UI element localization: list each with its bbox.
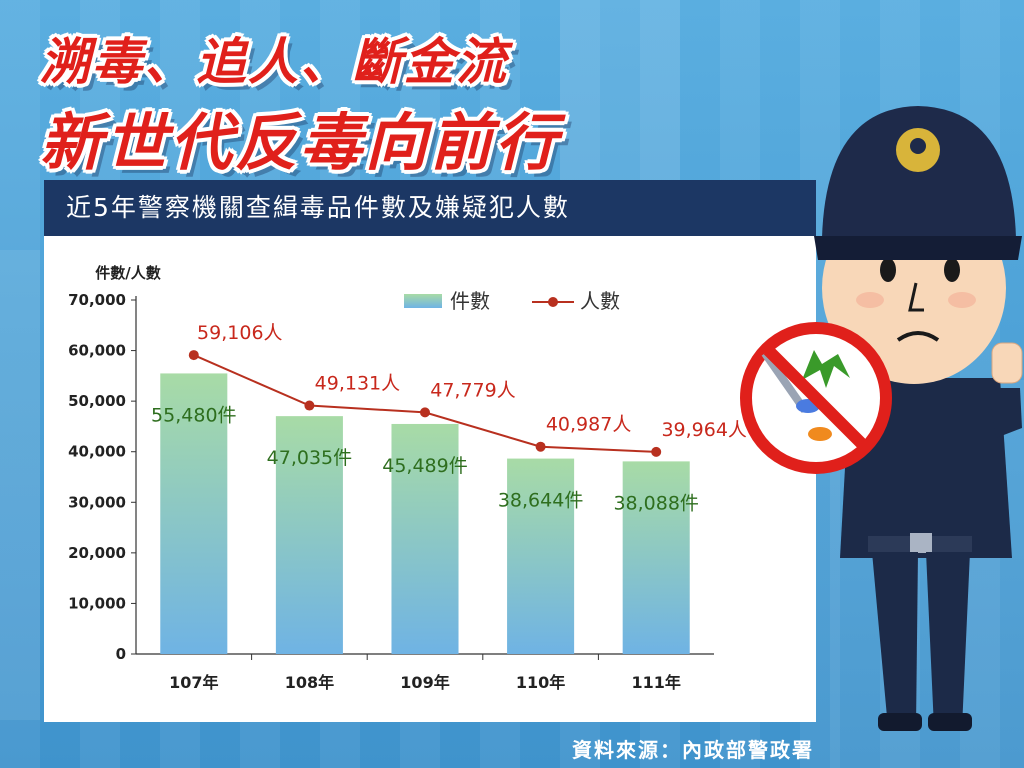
line-data-label: 47,779人 xyxy=(430,379,515,401)
data-labels: 55,480件 47,035件 45,489件 38,644件 38,088件 59,10… xyxy=(151,322,747,514)
line-data-label: 40,987人 xyxy=(546,414,631,436)
chart-panel: 件數/人數 0 10,000 20,000 30,000 40,000 50,000 60,0… xyxy=(44,236,816,722)
legend-label-bar: 件數 xyxy=(450,289,490,313)
line-series xyxy=(188,350,662,457)
syringe-icon xyxy=(761,351,809,413)
right-leg xyxy=(926,552,970,728)
bar xyxy=(391,423,459,654)
right-shoe xyxy=(928,713,972,731)
y-tick-label: 10,000 xyxy=(68,594,126,612)
bar xyxy=(275,416,343,654)
y-tick-label: 60,000 xyxy=(68,342,126,360)
x-tick-label: 110年 xyxy=(516,673,565,692)
cannabis-leaf-icon xyxy=(802,350,850,388)
nose xyxy=(908,282,924,312)
bar xyxy=(622,461,690,654)
legend-swatch-bar xyxy=(404,294,442,308)
legend-swatch-dot xyxy=(548,297,558,307)
bg-building xyxy=(560,0,680,180)
bar-series xyxy=(160,373,690,654)
bar-data-label: 38,088件 xyxy=(613,492,698,514)
line-point xyxy=(651,446,662,457)
headline-line2: 新世代反毒向前行 xyxy=(40,106,561,179)
x-tick-label: 107年 xyxy=(169,673,218,692)
line-data-label: 49,131人 xyxy=(315,373,400,395)
cheek xyxy=(948,292,976,308)
left-leg xyxy=(872,552,918,728)
line-point xyxy=(420,407,430,418)
bg-building xyxy=(0,250,40,720)
line-data-label: 39,964人 xyxy=(661,419,746,441)
line-data-label: 59,106人 xyxy=(197,322,282,344)
left-shoe xyxy=(878,713,922,731)
police-cap xyxy=(822,106,1016,238)
bar xyxy=(507,458,575,654)
data-source: 資料來源：內政部警政署 xyxy=(572,738,814,762)
line-point xyxy=(304,400,315,411)
chart-title: 近5年警察機關查緝毒品件數及嫌疑犯人數 xyxy=(44,180,816,236)
left-eye xyxy=(880,258,896,282)
chart-legend: 件數 人數 xyxy=(404,289,620,313)
y-tick-label: 0 xyxy=(116,645,126,663)
headline-line1: 溯毒、追人、斷金流 xyxy=(40,33,508,91)
pill-icon xyxy=(808,427,832,441)
line-point xyxy=(188,350,199,361)
right-eye xyxy=(944,258,960,282)
cheek xyxy=(856,292,884,308)
prohibition-slash xyxy=(763,345,869,451)
y-tick-label: 70,000 xyxy=(68,291,126,309)
x-tick-label: 111年 xyxy=(631,673,680,692)
police-officer-icon xyxy=(740,106,1023,731)
line-point xyxy=(535,441,546,452)
cap-visor xyxy=(814,236,1022,260)
bar xyxy=(160,373,228,654)
x-tick-label: 109年 xyxy=(400,673,449,692)
legend-label-line: 人數 xyxy=(580,289,620,313)
bar-data-label: 45,489件 xyxy=(382,455,467,477)
y-tick-label: 20,000 xyxy=(68,544,126,562)
right-arm xyxy=(988,388,1022,438)
right-fist xyxy=(991,342,1023,384)
y-tick-label: 40,000 xyxy=(68,443,126,461)
y-tick-label: 50,000 xyxy=(68,392,126,410)
x-tick-label: 108年 xyxy=(285,673,334,692)
cap-badge-center xyxy=(910,138,926,154)
bar-data-label: 47,035件 xyxy=(267,447,352,469)
bar-data-label: 55,480件 xyxy=(151,404,236,426)
belt-buckle xyxy=(910,533,932,553)
frown-mouth xyxy=(896,331,940,342)
bar-line-chart: 件數/人數 0 10,000 20,000 30,000 40,000 50,000 60,0… xyxy=(68,264,747,692)
y-axis-label: 件數/人數 xyxy=(95,264,160,282)
y-tick-label: 30,000 xyxy=(68,493,126,511)
bar-data-label: 38,644件 xyxy=(498,490,583,512)
